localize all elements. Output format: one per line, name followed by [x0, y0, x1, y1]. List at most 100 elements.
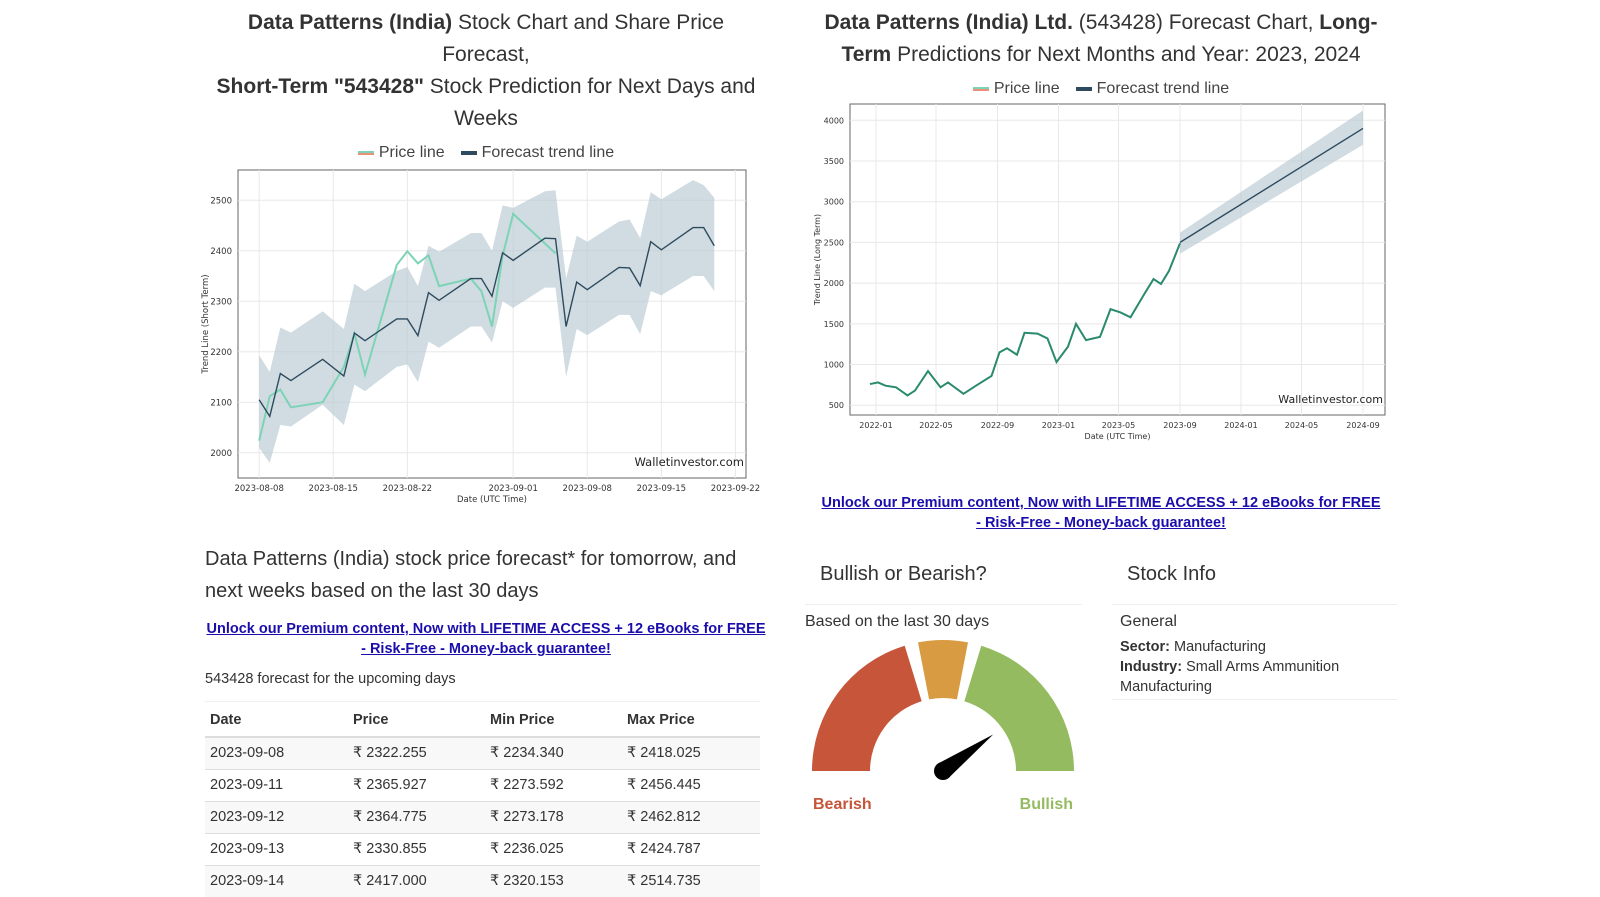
stock-info-details: Sector: Manufacturing Industry: Small Ar… [1112, 637, 1397, 700]
table-cell: 2023-09-12 [205, 802, 348, 834]
table-cell: ₹ 2273.178 [485, 802, 622, 834]
title-text: (543428) Forecast Chart, [1073, 11, 1319, 34]
stock-info-heading: Stock Info [1112, 555, 1397, 605]
y-tick-label: 2300 [210, 297, 232, 307]
stock-info-panel: Stock Info General Sector: Manufacturing… [1112, 555, 1397, 826]
x-tick-label: 2022-01 [859, 421, 892, 430]
short-term-chart-title: Data Patterns (India) Stock Chart and Sh… [205, 7, 767, 135]
table-cell: 2023-09-13 [205, 834, 348, 866]
legend-label: Forecast trend line [1097, 80, 1230, 97]
table-cell: ₹ 2456.445 [622, 770, 760, 802]
x-tick-label: 2024-05 [1285, 421, 1318, 430]
long-chart-legend: Price line Forecast trend line [805, 77, 1397, 101]
x-tick-label: 2023-05 [1102, 421, 1135, 430]
table-cell: ₹ 2424.787 [622, 834, 760, 866]
sentiment-gauge: Bearish Bullish [805, 631, 1082, 821]
table-cell: ₹ 2322.255 [348, 737, 485, 770]
table-cell: ₹ 2514.735 [622, 866, 760, 897]
watermark: Walletinvestor.com [635, 455, 744, 469]
title-bold: Data Patterns (India) Ltd. [824, 11, 1073, 34]
x-tick-label: 2023-08-15 [309, 484, 358, 494]
sentiment-heading: Bullish or Bearish? [805, 555, 1082, 605]
gauge-bearish-segment [812, 646, 922, 771]
title-bold: Short-Term "543428" [217, 75, 424, 98]
column-header: Date [205, 702, 348, 738]
sentiment-panel: Bullish or Bearish? Based on the last 30… [805, 555, 1082, 826]
bearish-label: Bearish [813, 796, 872, 813]
x-tick-label: 2022-05 [919, 421, 952, 430]
legend-forecast-line: Forecast trend line [1076, 80, 1230, 98]
sector-label: Sector: [1120, 639, 1170, 655]
bullish-label: Bullish [1020, 796, 1073, 813]
table-row: 2023-09-11₹ 2365.927₹ 2273.592₹ 2456.445 [205, 770, 760, 802]
gauge-bullish-segment [964, 646, 1074, 771]
y-tick-label: 1500 [824, 320, 844, 329]
x-tick-label: 2024-01 [1224, 421, 1257, 430]
title-bold: Data Patterns (India) [248, 11, 452, 34]
legend-label: Price line [379, 144, 445, 161]
table-cell: 2023-09-14 [205, 866, 348, 897]
title-text: Stock Chart and Share Price Forecast, [442, 11, 724, 66]
y-tick-label: 500 [829, 401, 844, 410]
x-tick-label: 2022-09 [981, 421, 1014, 430]
column-header: Min Price [485, 702, 622, 738]
y-tick-label: 4000 [824, 116, 844, 125]
title-text: Stock Prediction for Next Days and Weeks [424, 75, 755, 130]
stock-info-group: General [1112, 613, 1397, 631]
y-tick-label: 3000 [824, 198, 844, 207]
gauge-needle-hub [934, 762, 952, 780]
column-header: Max Price [622, 702, 760, 738]
table-row: 2023-09-14₹ 2417.000₹ 2320.153₹ 2514.735 [205, 866, 760, 897]
short-term-chart: 2000 2100 2200 2300 2400 2500 2023-08-08 2023-0… [195, 169, 765, 514]
table-cell: ₹ 2330.855 [348, 834, 485, 866]
y-tick-label: 1000 [824, 361, 844, 370]
table-cell: ₹ 2273.592 [485, 770, 622, 802]
y-axis-label: Trend Line (Long Term) [813, 214, 822, 306]
forecast-heading: Data Patterns (India) stock price foreca… [205, 543, 767, 607]
x-tick-label: 2024-09 [1346, 421, 1379, 430]
table-cell: ₹ 2320.153 [485, 866, 622, 897]
premium-link[interactable]: Unlock our Premium content, Now with LIF… [205, 619, 767, 659]
x-axis-label: Date (UTC Time) [1085, 432, 1151, 441]
table-row: 2023-09-08₹ 2322.255₹ 2234.340₹ 2418.025 [205, 737, 760, 770]
x-tick-label: 2023-01 [1042, 421, 1075, 430]
x-tick-label: 2023-09-08 [563, 484, 612, 494]
y-tick-label: 2100 [210, 398, 232, 408]
table-cell: ₹ 2234.340 [485, 737, 622, 770]
legend-price-line: Price line [973, 80, 1060, 98]
sentiment-caption: Based on the last 30 days [805, 613, 1082, 631]
industry-label: Industry: [1120, 659, 1182, 675]
x-tick-label: 2023-08-22 [383, 484, 432, 494]
short-chart-legend: Price line Forecast trend line [205, 141, 767, 165]
y-tick-label: 2000 [210, 449, 232, 459]
x-tick-label: 2023-09-01 [488, 484, 537, 494]
x-axis-label: Date (UTC Time) [457, 495, 527, 505]
x-tick-label: 2023-09 [1163, 421, 1196, 430]
gauge-neutral-segment [918, 640, 968, 699]
legend-label: Price line [994, 80, 1060, 97]
column-header: Price [348, 702, 485, 738]
y-tick-label: 2400 [210, 247, 232, 257]
y-tick-label: 2200 [210, 348, 232, 358]
sector-value: Manufacturing [1174, 639, 1266, 655]
y-tick-label: 2000 [824, 279, 844, 288]
x-tick-label: 2023-08-08 [234, 484, 283, 494]
forecast-caption: 543428 forecast for the upcoming days [205, 671, 767, 687]
table-cell: ₹ 2462.812 [622, 802, 760, 834]
legend-forecast-line: Forecast trend line [461, 144, 615, 162]
table-cell: ₹ 2417.000 [348, 866, 485, 897]
table-row: 2023-09-13₹ 2330.855₹ 2236.025₹ 2424.787 [205, 834, 760, 866]
y-tick-label: 3500 [824, 157, 844, 166]
y-tick-label: 2500 [210, 196, 232, 206]
x-tick-label: 2023-09-22 [711, 484, 760, 494]
premium-link[interactable]: Unlock our Premium content, Now with LIF… [820, 493, 1382, 533]
legend-price-line: Price line [358, 144, 445, 162]
watermark: Walletinvestor.com [1278, 393, 1383, 406]
y-axis-label: Trend Line (Short Term) [201, 274, 211, 374]
long-term-chart-title: Data Patterns (India) Ltd. (543428) Fore… [805, 7, 1397, 71]
table-cell: ₹ 2365.927 [348, 770, 485, 802]
table-cell: ₹ 2364.775 [348, 802, 485, 834]
table-cell: 2023-09-11 [205, 770, 348, 802]
